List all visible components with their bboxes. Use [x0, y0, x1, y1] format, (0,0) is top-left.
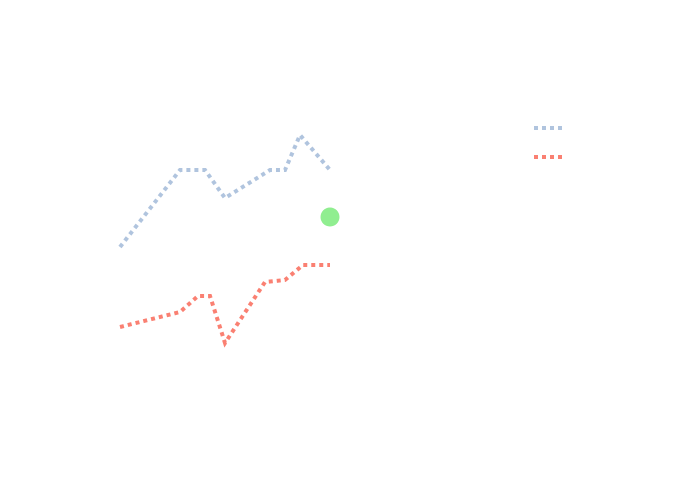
line — [118, 131, 332, 249]
line — [119, 263, 330, 348]
marker — [320, 207, 340, 227]
